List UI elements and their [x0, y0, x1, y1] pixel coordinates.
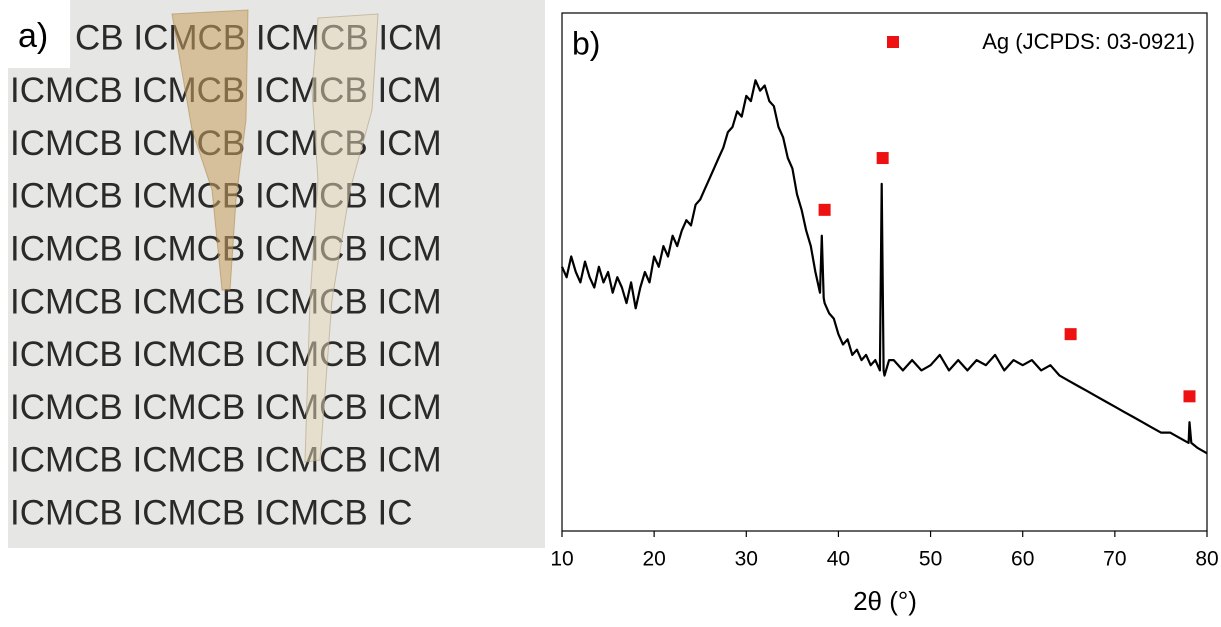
chart: b) 2θ (°) 10 20 30 40 50 60 70 80 Ag (JCPDS: 03-…	[550, 12, 1219, 616]
photo-background	[8, 0, 545, 548]
panel-label: b)	[572, 25, 600, 61]
panel-label: a)	[18, 17, 48, 55]
marker	[818, 203, 831, 216]
x-tick-label: 30	[735, 548, 758, 571]
photo-text-row: ICMCB ICMCB ICMCB ICM	[10, 335, 442, 374]
xrd-pattern	[560, 79, 1208, 455]
axes-frame	[561, 12, 1208, 532]
marker	[1183, 390, 1196, 403]
panel-label-box	[8, 0, 70, 68]
x-tick-label: 40	[827, 548, 850, 571]
marker	[1064, 328, 1077, 341]
photo-text-row: ICMCB ICMCB ICMCB IC	[10, 493, 413, 532]
photo: CB ICMCB ICMCB ICM ICMCB ICMCB ICMCB ICM I…	[8, 0, 545, 548]
photo-text-row: ICMCB ICMCB ICMCB ICM	[10, 388, 442, 427]
x-tick-label: 10	[550, 548, 573, 571]
x-tick-label: 50	[919, 548, 942, 571]
tube-clear	[304, 13, 379, 463]
x-tick-label: 80	[1195, 548, 1218, 571]
legend-label: Ag (JCPDS: 03-0921)	[982, 29, 1195, 54]
tube-amber	[171, 9, 249, 291]
marker	[876, 152, 889, 165]
x-tick-label: 60	[1011, 548, 1034, 571]
legend-marker	[887, 36, 899, 48]
x-axis-label: 2θ (°)	[853, 586, 917, 616]
tubes	[171, 9, 379, 463]
x-tick-label: 20	[642, 548, 665, 571]
x-tick-label: 70	[1103, 548, 1126, 571]
photo-text-row: ICMCB ICMCB ICMCB ICM	[10, 441, 442, 480]
photo-text-row: CB ICMCB ICMCB ICM	[75, 18, 443, 57]
